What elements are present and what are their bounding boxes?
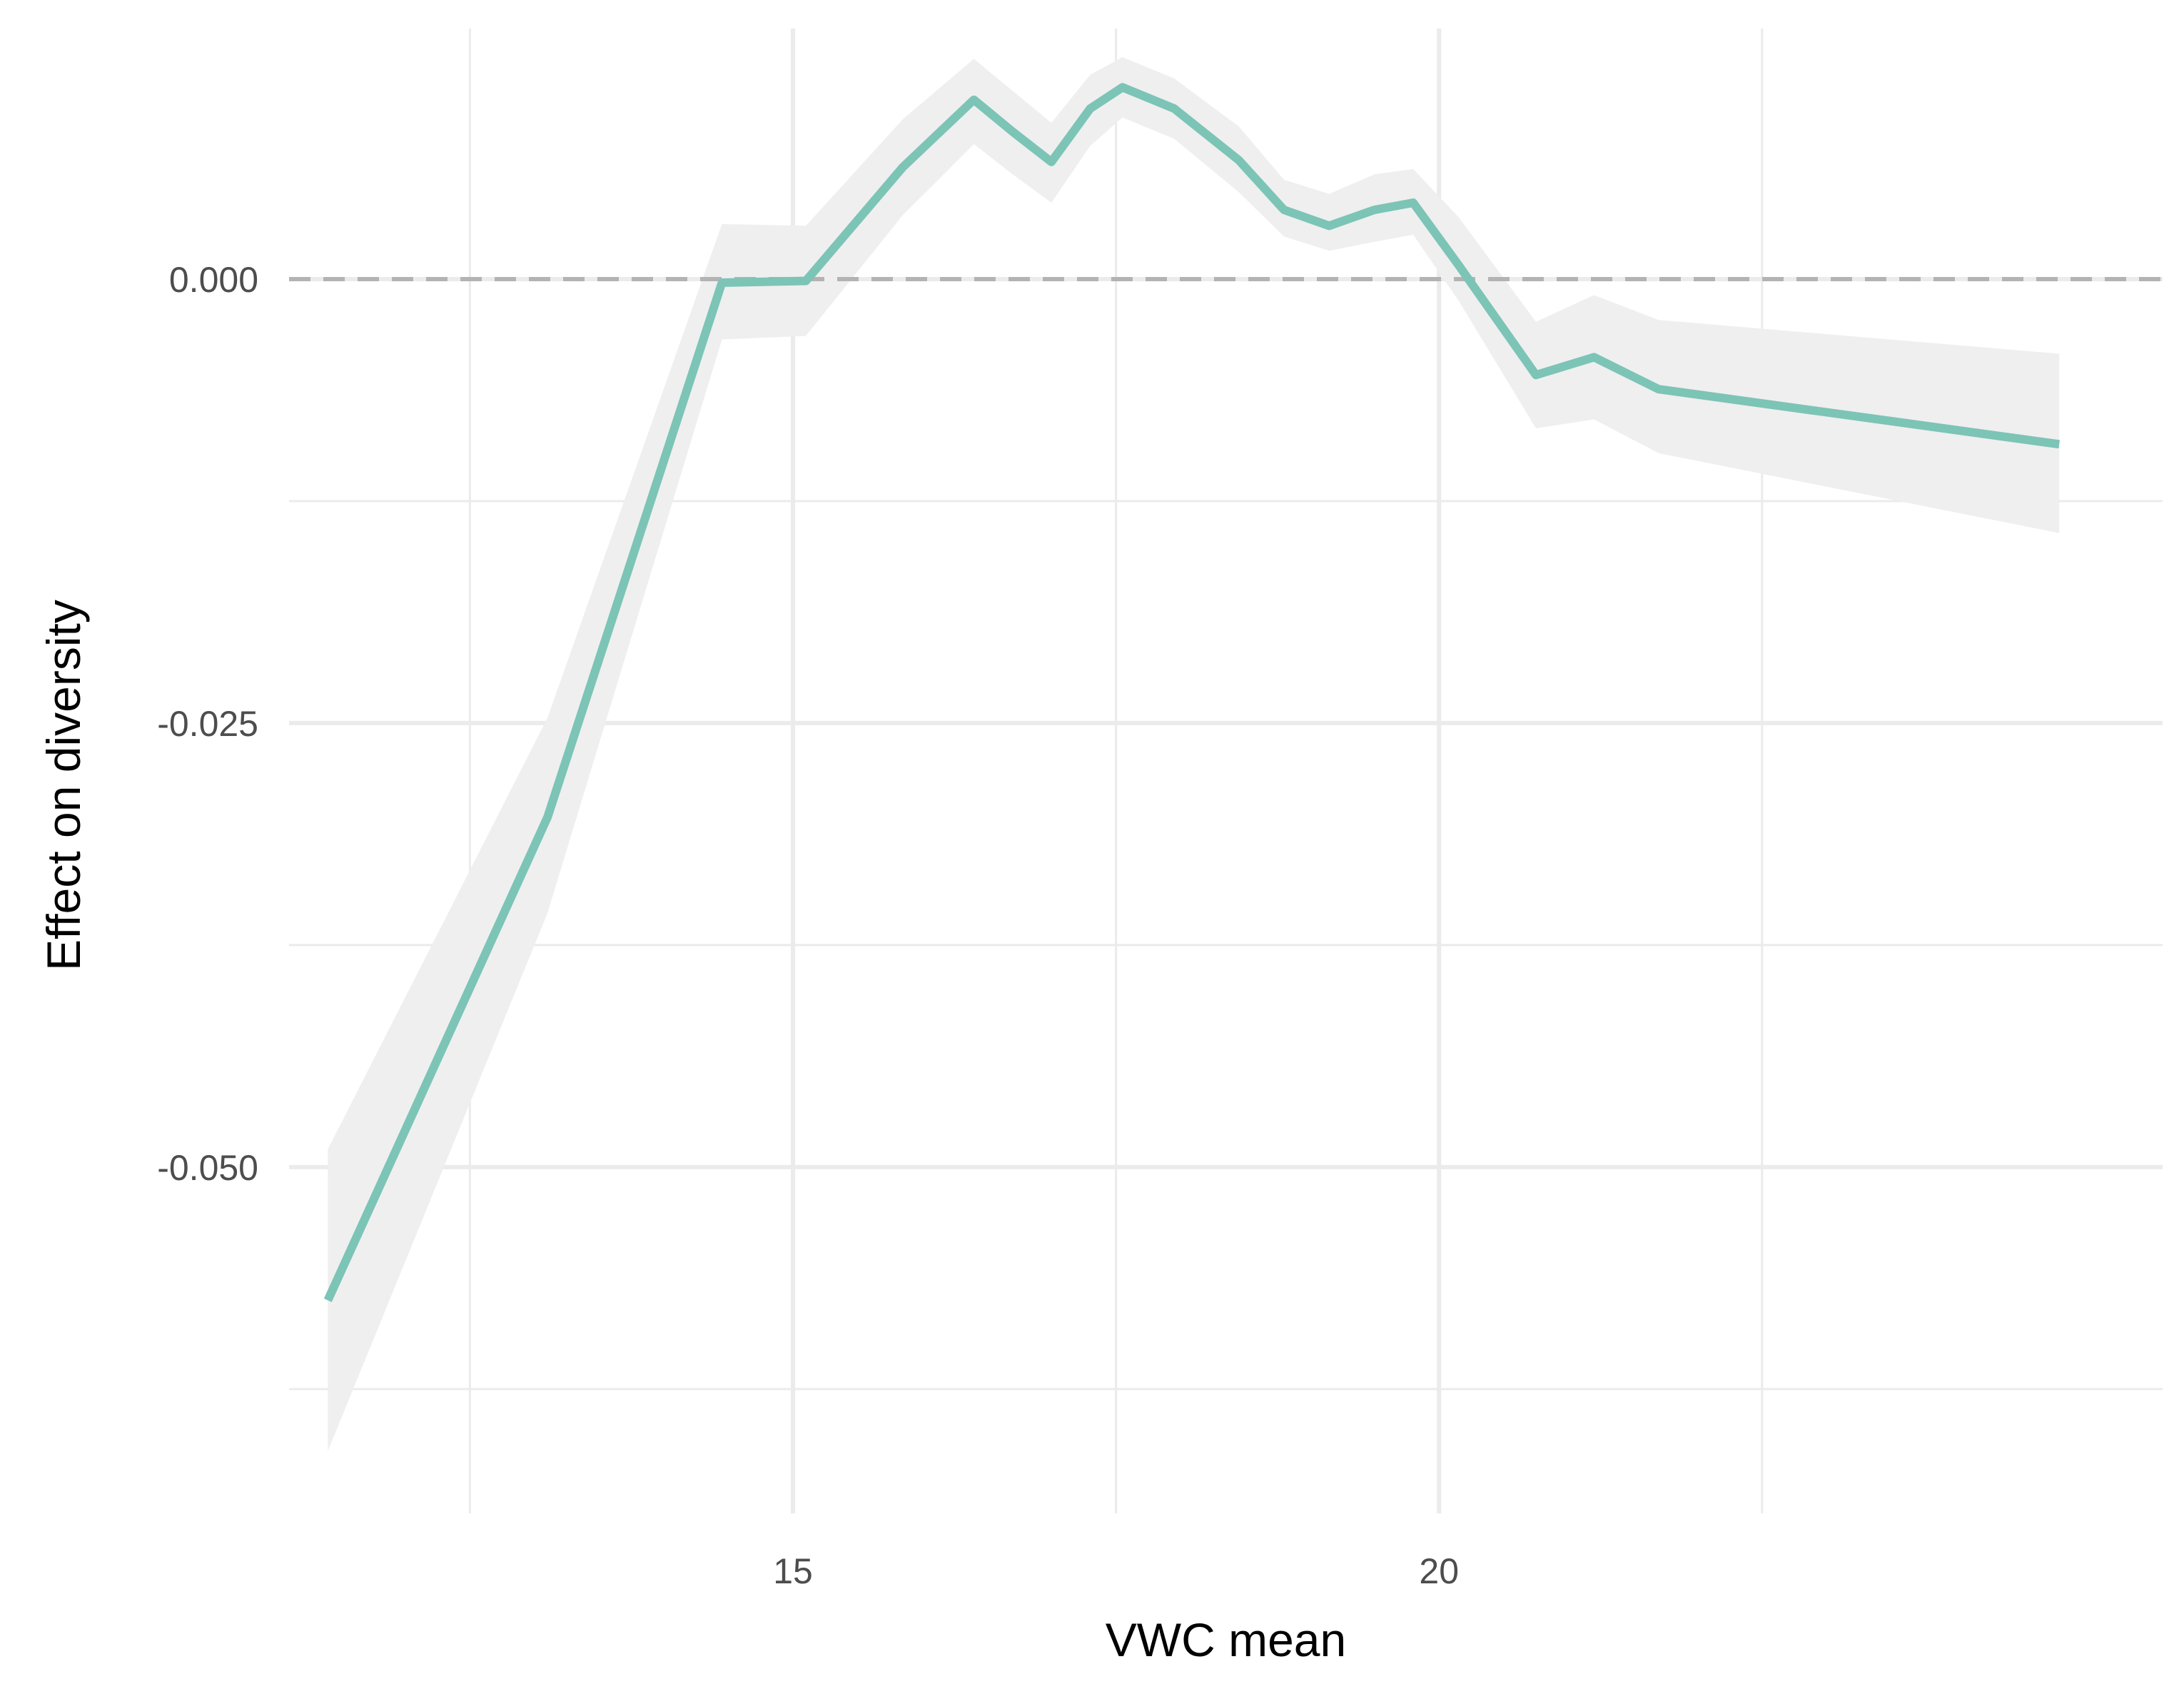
confidence-band	[328, 57, 2060, 1451]
x-tick-labels: 15 20	[773, 1551, 1459, 1591]
y-tick-label: -0.025	[157, 704, 258, 744]
minor-gridlines	[289, 29, 2163, 1513]
y-axis-title: Effect on diversity	[37, 600, 90, 971]
confidence-band-layer	[328, 57, 2060, 1451]
x-axis-title: VWC mean	[1106, 1613, 1346, 1666]
x-tick-label: 15	[773, 1551, 813, 1591]
series-line-layer	[323, 83, 2061, 1302]
y-tick-label: -0.050	[157, 1148, 258, 1188]
y-tick-labels: 0.000 -0.025 -0.050	[157, 260, 258, 1188]
y-tick-label: 0.000	[169, 260, 258, 300]
series-line	[323, 83, 2061, 1302]
x-tick-label: 20	[1419, 1551, 1459, 1591]
